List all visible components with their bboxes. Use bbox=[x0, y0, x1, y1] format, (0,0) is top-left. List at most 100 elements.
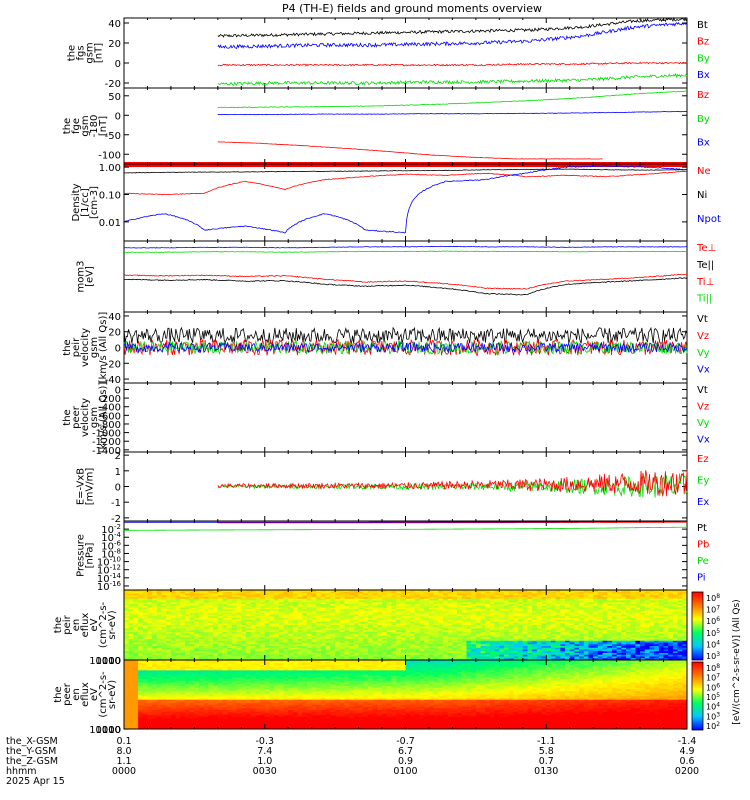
heatmap-cell bbox=[222, 609, 228, 612]
heatmap-cell bbox=[541, 612, 547, 615]
heatmap-cell bbox=[597, 621, 603, 624]
heatmap-cell bbox=[217, 651, 223, 654]
heatmap-cell bbox=[377, 600, 383, 603]
heatmap-cell bbox=[288, 656, 294, 659]
heatmap-cell bbox=[489, 635, 496, 638]
heatmap-cell bbox=[433, 651, 439, 654]
legend-entry: Vx bbox=[697, 434, 710, 445]
heatmap-cell bbox=[428, 619, 435, 622]
heatmap-cell bbox=[410, 649, 416, 652]
heatmap-cell bbox=[255, 621, 261, 624]
heatmap-cell bbox=[203, 646, 209, 649]
heatmap-cell bbox=[513, 619, 519, 622]
heatmap-cell bbox=[410, 611, 416, 614]
heatmap-cell bbox=[222, 605, 228, 608]
heatmap-cell bbox=[184, 612, 191, 615]
heatmap-cell bbox=[504, 654, 510, 657]
heatmap-cell bbox=[227, 653, 233, 656]
heatmap-cell bbox=[494, 607, 500, 610]
heatmap-cell bbox=[138, 644, 144, 647]
heatmap-cell bbox=[489, 626, 496, 629]
heatmap-cell bbox=[147, 614, 153, 617]
heatmap-cell bbox=[292, 628, 298, 631]
heatmap-cell bbox=[508, 618, 514, 621]
heatmap-cell bbox=[569, 598, 575, 601]
heatmap-cell bbox=[565, 656, 571, 659]
heatmap-cell bbox=[433, 607, 439, 610]
heatmap-cell bbox=[138, 639, 144, 642]
heatmap-cell bbox=[306, 605, 313, 608]
heatmap-cell bbox=[316, 625, 322, 628]
heatmap-cell bbox=[156, 642, 162, 645]
heatmap-cell bbox=[607, 604, 613, 607]
heatmap-cell bbox=[546, 651, 552, 654]
heatmap-cell bbox=[635, 591, 641, 594]
heatmap-cell bbox=[147, 658, 153, 661]
heatmap-cell bbox=[245, 625, 252, 628]
heatmap-cell bbox=[471, 656, 477, 659]
heatmap-cell bbox=[485, 654, 491, 657]
heatmap-cell bbox=[344, 591, 350, 594]
heatmap-cell bbox=[382, 658, 388, 661]
heatmap-cell bbox=[128, 640, 134, 643]
heatmap-cell bbox=[616, 602, 622, 605]
heatmap-cell bbox=[536, 642, 542, 645]
heatmap-cell bbox=[349, 590, 355, 593]
heatmap-cell bbox=[597, 609, 603, 612]
heatmap-cell bbox=[142, 651, 148, 654]
heatmap-cell bbox=[166, 595, 172, 598]
heatmap-cell bbox=[335, 654, 341, 657]
heatmap-cell bbox=[208, 611, 214, 614]
heatmap-cell bbox=[485, 616, 491, 619]
heatmap-cell bbox=[588, 658, 594, 661]
heatmap-cell bbox=[142, 630, 148, 633]
heatmap-cell bbox=[602, 644, 608, 647]
heatmap-cell bbox=[419, 595, 425, 598]
heatmap-cell bbox=[611, 633, 618, 636]
heatmap-cell bbox=[611, 602, 618, 605]
heatmap-cell bbox=[626, 609, 632, 612]
heatmap-cell bbox=[288, 653, 294, 656]
heatmap-cell bbox=[358, 633, 364, 636]
heatmap-cell bbox=[602, 611, 608, 614]
heatmap-cell bbox=[349, 637, 355, 640]
heatmap-cell bbox=[363, 639, 369, 642]
heatmap-cell bbox=[152, 619, 158, 622]
heatmap-cell bbox=[283, 626, 289, 629]
heatmap-cell bbox=[194, 623, 200, 626]
legend-entry: Ti|| bbox=[696, 294, 712, 305]
heatmap-cell bbox=[133, 602, 139, 605]
heatmap-cell bbox=[250, 628, 256, 631]
heatmap-cell bbox=[175, 591, 181, 594]
heatmap-cell bbox=[555, 623, 561, 626]
heatmap-cell bbox=[560, 635, 566, 638]
heatmap-cell bbox=[274, 595, 280, 598]
heatmap-cell bbox=[297, 653, 303, 656]
heatmap-cell bbox=[522, 633, 528, 636]
heatmap-cell bbox=[302, 611, 308, 614]
heatmap-cell bbox=[377, 632, 383, 635]
heatmap-cell bbox=[184, 609, 191, 612]
heatmap-cell bbox=[597, 632, 603, 635]
heatmap-cell bbox=[485, 644, 491, 647]
heatmap-cell bbox=[306, 640, 313, 643]
heatmap-cell bbox=[466, 653, 472, 656]
heatmap-cell bbox=[363, 658, 369, 661]
heatmap-cell bbox=[494, 630, 500, 633]
heatmap-cell bbox=[616, 644, 622, 647]
heatmap-cell bbox=[227, 646, 233, 649]
heatmap-cell bbox=[199, 640, 205, 643]
heatmap-cell bbox=[353, 632, 359, 635]
heatmap-cell bbox=[382, 597, 388, 600]
heatmap-cell bbox=[452, 593, 458, 596]
heatmap-cell bbox=[250, 649, 256, 652]
heatmap-cell bbox=[344, 623, 350, 626]
heatmap-cell bbox=[475, 658, 481, 661]
heatmap-cell bbox=[532, 597, 538, 600]
heatmap-cell bbox=[485, 623, 491, 626]
heatmap-cell bbox=[461, 591, 467, 594]
heatmap-cell bbox=[288, 637, 294, 640]
heatmap-cell bbox=[325, 626, 331, 629]
heatmap-cell bbox=[302, 616, 308, 619]
heatmap-cell bbox=[424, 614, 430, 617]
